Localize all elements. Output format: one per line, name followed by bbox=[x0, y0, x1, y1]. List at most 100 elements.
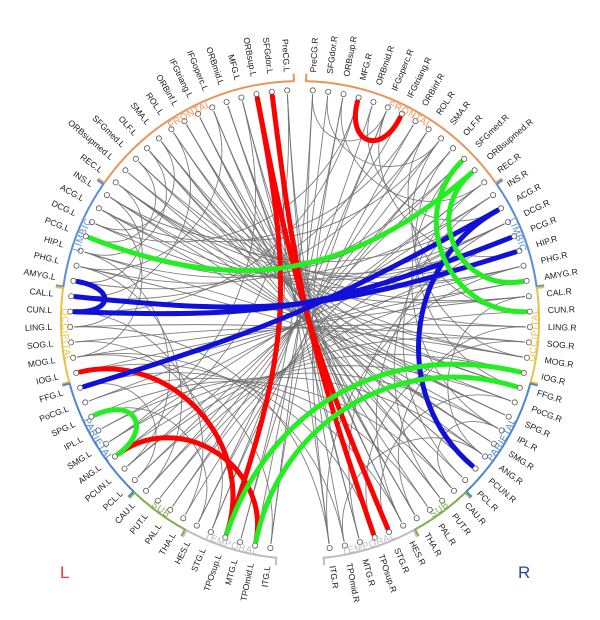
bracket-temporal_r bbox=[322, 528, 419, 566]
connection-red-ANG.L-TPOmid.L bbox=[115, 435, 260, 545]
region-label-HES.L: HES.L bbox=[173, 539, 193, 566]
connection-IOG.L-TPOsup.R bbox=[79, 363, 374, 534]
region-label-PAL.R: PAL.R bbox=[436, 522, 458, 548]
connection-CUN.L-THA.L bbox=[74, 311, 204, 515]
region-label-ACG.R: ACG.R bbox=[514, 181, 543, 203]
lobe-label-text-temporal_l: TEMPORAL bbox=[203, 530, 259, 557]
node-ROL.L bbox=[168, 126, 175, 133]
connection-INS.L-PHG.R bbox=[109, 196, 520, 290]
bracket-sub_l bbox=[128, 491, 187, 537]
right-hemisphere-letter: R bbox=[518, 563, 530, 582]
region-label-PCG.R: PCG.R bbox=[529, 214, 558, 233]
node-IPL.L bbox=[95, 427, 102, 434]
bracket-frontal_r bbox=[305, 73, 503, 185]
connection-green-TPOmid.L-FFG.R bbox=[253, 374, 519, 545]
bracket-frontal_l bbox=[97, 73, 295, 185]
node-PreCG.L bbox=[284, 87, 291, 94]
lobe-label-sub_l: SUB bbox=[149, 499, 172, 520]
region-label-IPL.R: IPL.R bbox=[515, 434, 539, 453]
lobe-label-text-limbic_l: LIMBIC bbox=[71, 217, 93, 254]
region-label-MFG.R: MFG.R bbox=[358, 52, 375, 81]
connection-SMA.L-DCG.L bbox=[95, 141, 175, 231]
node-PAL.L bbox=[167, 506, 174, 513]
connection-INS.R-PUT.R bbox=[393, 196, 491, 498]
region-label-CUN.R: CUN.R bbox=[548, 304, 576, 315]
connection-REC.L-CAL.R bbox=[118, 184, 525, 304]
bracket-occipital_l bbox=[55, 286, 71, 385]
connection-blue-CAL.L-HIP.R bbox=[72, 249, 518, 310]
connection-IFGoperc.L-PHG.L bbox=[80, 110, 223, 271]
connection-PoCG.L-PAL.R bbox=[88, 377, 428, 507]
region-label-INS.R: INS.R bbox=[505, 168, 530, 189]
region-label-SOG.R: SOG.R bbox=[546, 338, 575, 351]
connection-PoCG.R-STG.R bbox=[380, 394, 512, 529]
node-ORBmid.R bbox=[370, 99, 377, 106]
node-MFG.R bbox=[355, 94, 362, 101]
region-label-CAL.R: CAL.R bbox=[546, 286, 572, 299]
node-IFGoperc.R bbox=[384, 104, 391, 111]
bracket-limbic_r bbox=[495, 179, 545, 288]
connection-SFGmed.L-PCG.L bbox=[89, 161, 157, 243]
region-label-HES.R: HES.R bbox=[407, 539, 428, 567]
node-HIP.L bbox=[77, 247, 84, 254]
node-ANG.R bbox=[482, 453, 489, 460]
node-PoCG.L bbox=[82, 399, 89, 406]
connection-MOG.L-TPOmid.R bbox=[77, 353, 345, 542]
connection-ANG.R-TPOmid.R bbox=[342, 437, 483, 542]
region-label-FFG.L: FFG.L bbox=[38, 388, 64, 405]
node-SFGmed.R bbox=[461, 155, 468, 162]
connection-red-MFG.R-IFGtriang.R bbox=[353, 98, 403, 144]
region-label-PreCG.R: PreCG.R bbox=[308, 37, 320, 72]
region-label-IOG.R: IOG.R bbox=[540, 372, 566, 387]
connection-REC.R-PCUN.L bbox=[127, 184, 482, 467]
node-THA.R bbox=[413, 515, 420, 522]
bracket-parietal_l bbox=[62, 382, 135, 498]
node-ITG.R bbox=[326, 545, 333, 552]
region-label-IOG.L: IOG.L bbox=[35, 371, 60, 386]
node-SFGdor.L bbox=[268, 88, 275, 95]
region-label-MOG.L: MOG.L bbox=[27, 355, 56, 369]
node-INS.L bbox=[103, 192, 110, 199]
connection-ITG.R-ORBsup.R bbox=[311, 98, 344, 545]
connection-green-PCG.L-ORBsupmed.R bbox=[87, 170, 475, 274]
connection-LING.L-ITG.R bbox=[74, 326, 330, 545]
node-LING.L bbox=[67, 323, 74, 330]
region-label-SFGdor.R: SFGdor.R bbox=[325, 35, 340, 74]
lobe-label-text-occipital_r: OCCIPITAL bbox=[527, 308, 541, 362]
node-FFG.L bbox=[77, 384, 84, 391]
connection-ANG.L-PoCG.R bbox=[117, 365, 512, 455]
connection-ORBsup.R-REC.R bbox=[340, 98, 482, 202]
node-ORBinf.L bbox=[181, 118, 188, 125]
bracket-temporal_l bbox=[181, 528, 278, 566]
node-SPG.L bbox=[88, 413, 95, 420]
highlighted-connections bbox=[71, 93, 529, 545]
connection-green-ORBsupmed.R-AMYG.R bbox=[446, 170, 526, 286]
region-label-PoCG.R: PoCG.R bbox=[530, 404, 563, 425]
region-label-MTG.L: MTG.L bbox=[223, 558, 240, 586]
node-PCL.L bbox=[131, 477, 138, 484]
lobe-label-temporal_r: TEMPORAL bbox=[341, 530, 397, 557]
node-IFGtriang.L bbox=[195, 110, 202, 117]
node-CAL.L bbox=[68, 293, 75, 300]
node-THA.L bbox=[180, 515, 187, 522]
connection-green-SPG.L-ANG.L bbox=[92, 407, 139, 457]
lobe-label-text-sub_r: SUB bbox=[428, 499, 451, 520]
region-label-DCG.L: DCG.L bbox=[50, 198, 78, 218]
region-label-SOG.L: SOG.L bbox=[26, 338, 53, 351]
lobe-label-text-occipital_l: OCCIPITAL bbox=[59, 308, 73, 362]
node-IPL.R bbox=[498, 427, 505, 434]
region-label-DCG.R: DCG.R bbox=[522, 197, 551, 218]
connection-REC.L-AMYG.L bbox=[77, 184, 144, 283]
node-ORBinf.R bbox=[412, 118, 419, 125]
node-MTG.L bbox=[237, 539, 244, 546]
node-PCL.R bbox=[462, 477, 469, 484]
node-CAU.L bbox=[142, 487, 149, 494]
region-label-SFGdor.L: SFGdor.L bbox=[261, 37, 275, 75]
node-PCG.L bbox=[82, 233, 89, 240]
node-CAU.R bbox=[450, 487, 457, 494]
node-SFGdor.R bbox=[325, 88, 332, 95]
region-label-ITG.R: ITG.R bbox=[328, 565, 341, 589]
node-STG.R bbox=[386, 529, 393, 536]
region-label-PAL.L: PAL.L bbox=[143, 521, 164, 546]
